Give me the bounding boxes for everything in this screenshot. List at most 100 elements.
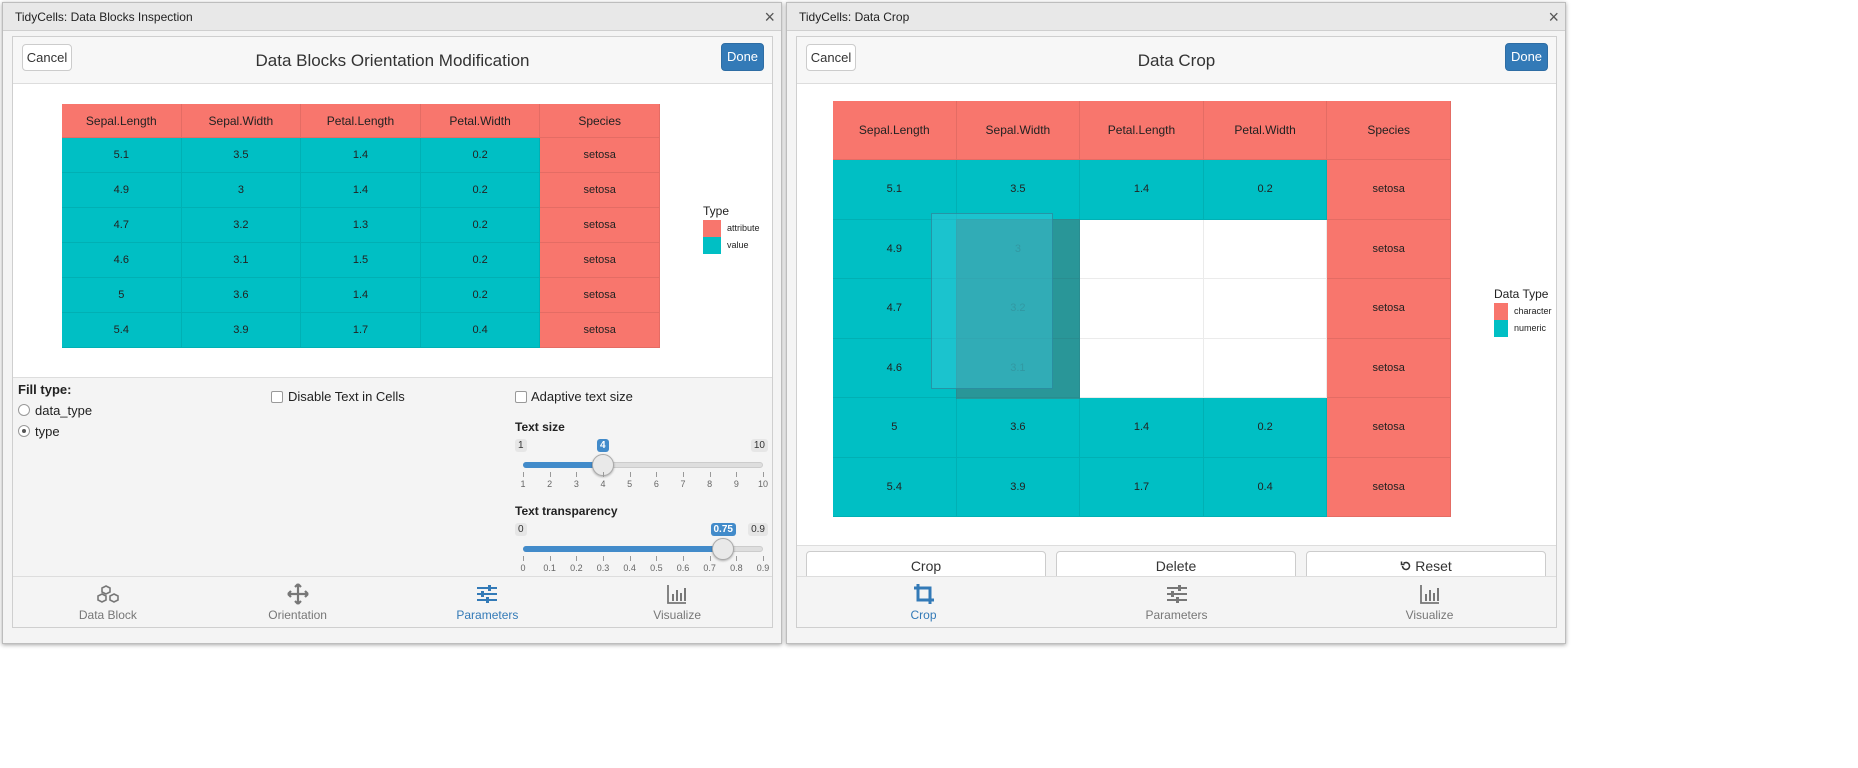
numeric-swatch	[1494, 320, 1508, 338]
fill-type-radio-type[interactable]	[18, 425, 30, 437]
data-cell: 4.7	[62, 208, 182, 243]
right-legend-item-character: character	[1494, 303, 1552, 321]
data-cell: 3.9	[181, 313, 302, 348]
data-cell[interactable]: 0.4	[1203, 457, 1328, 517]
data-cell[interactable]: 4.9	[833, 219, 957, 279]
right-legend-item-numeric: numeric	[1494, 320, 1552, 338]
data-cell[interactable]: 5.1	[833, 160, 957, 220]
slider-tick-label: 0	[520, 563, 526, 573]
data-cell[interactable]: 3.5	[956, 160, 1081, 220]
left-cancel-button[interactable]: Cancel	[22, 44, 72, 71]
left-window-close-icon[interactable]: ×	[764, 7, 775, 27]
data-cell: 1.3	[301, 208, 421, 243]
slider-tick-label: 0.7	[703, 563, 716, 573]
data-cell[interactable]: 0.2	[1203, 160, 1328, 220]
data-cell[interactable]: setosa	[1327, 398, 1451, 458]
right-window: TidyCells: Data Crop × Data Crop Cancel …	[786, 2, 1566, 644]
left-done-button[interactable]: Done	[721, 43, 764, 71]
tab-orientation[interactable]: Orientation	[203, 577, 393, 628]
data-cell: 5	[62, 278, 182, 313]
slider-tick-mark	[549, 472, 551, 477]
left-controls-area: Fill type: data_type type Disable Text i…	[13, 377, 772, 587]
text-size-slider[interactable]: 1 10 4 1 2 3 4 5 6 7 8 9 10	[515, 439, 768, 495]
data-cell[interactable]: 3.6	[956, 398, 1081, 458]
slider-tick-mark	[763, 556, 764, 561]
adaptive-text-checkbox[interactable]	[515, 391, 527, 403]
crop-drag-box[interactable]	[931, 213, 1053, 389]
slider-tick-label: 1	[520, 479, 526, 489]
bar-chart-icon	[667, 585, 687, 604]
left-legend: Type attribute value	[703, 204, 760, 255]
data-cell[interactable]: 4.7	[833, 279, 957, 339]
disable-text-checkbox[interactable]	[271, 391, 283, 403]
right-data-grid[interactable]: Sepal.Length Sepal.Width Petal.Length Petal…	[833, 101, 1451, 519]
data-cell[interactable]: setosa	[1327, 219, 1451, 279]
header-cell: Species	[1327, 101, 1451, 160]
tab-visualize[interactable]: Visualize	[1303, 577, 1556, 628]
data-cell[interactable]	[1203, 279, 1328, 339]
slider-min-label: 0	[515, 523, 527, 536]
data-cell[interactable]: 1.7	[1080, 457, 1204, 517]
tab-visualize[interactable]: Visualize	[582, 577, 772, 628]
sliders-icon	[1166, 585, 1187, 603]
tab-label: Visualize	[1405, 608, 1454, 622]
data-cell: setosa	[540, 173, 660, 208]
tab-label: Crop	[910, 608, 937, 622]
right-cancel-button[interactable]: Cancel	[806, 44, 856, 71]
slider-fill	[523, 546, 723, 552]
data-cell[interactable]: 3	[956, 219, 1081, 279]
tab-crop[interactable]: Crop	[797, 577, 1050, 628]
data-cell[interactable]: setosa	[1327, 457, 1451, 517]
slider-handle[interactable]	[712, 538, 734, 560]
arrows-move-icon	[286, 583, 309, 605]
sliders-icon	[477, 585, 498, 603]
slider-tick-label: 0.2	[570, 563, 583, 573]
tab-label: Parameters	[456, 608, 519, 622]
character-swatch	[1494, 303, 1508, 321]
tab-parameters[interactable]: Parameters	[393, 577, 583, 628]
tab-data-block[interactable]: Data Block	[13, 577, 203, 628]
header-cell: Petal.Width	[1203, 101, 1328, 160]
data-cell[interactable]: setosa	[1327, 338, 1451, 398]
tab-parameters[interactable]: Parameters	[1050, 577, 1303, 628]
right-window-titlebar[interactable]: TidyCells: Data Crop ×	[787, 3, 1565, 31]
data-cell[interactable]	[1203, 219, 1328, 279]
left-window: TidyCells: Data Blocks Inspection × Data…	[2, 2, 782, 644]
right-done-button[interactable]: Done	[1505, 43, 1548, 71]
data-cell[interactable]	[1080, 338, 1204, 398]
fill-type-radio-data-type[interactable]	[18, 404, 30, 416]
data-cell: 0.2	[420, 138, 541, 173]
slider-tick-mark	[763, 472, 764, 477]
data-cell[interactable]: 1.4	[1080, 398, 1204, 458]
data-cell[interactable]	[1080, 219, 1204, 279]
left-window-titlebar[interactable]: TidyCells: Data Blocks Inspection ×	[3, 3, 781, 31]
data-cell[interactable]: 1.4	[1080, 160, 1204, 220]
slider-tick-mark	[683, 472, 684, 477]
header-cell: Petal.Length	[1080, 101, 1204, 160]
data-cell[interactable]	[1080, 279, 1204, 339]
data-cell[interactable]	[1203, 338, 1328, 398]
data-cell[interactable]: setosa	[1327, 279, 1451, 339]
reset-icon	[1400, 561, 1411, 571]
crop-selection-region[interactable]	[956, 219, 1080, 399]
data-cell[interactable]: 0.2	[1203, 398, 1328, 458]
right-tab-bar: Crop Parameters Visualize	[797, 576, 1556, 627]
fill-type-option-data-type[interactable]: data_type	[35, 403, 93, 418]
data-cell[interactable]: 3.2	[956, 279, 1081, 339]
header-cell: Sepal.Length	[62, 104, 182, 138]
slider-tick-mark	[736, 472, 738, 477]
left-tab-bar: Data Block Orientation Parameters Visualize	[13, 576, 772, 627]
right-window-close-icon[interactable]: ×	[1548, 7, 1559, 27]
slider-tick-mark	[629, 472, 631, 477]
text-transparency-slider[interactable]: 0 0.9 0.75 0 0.1 0.2 0.3 0.4 0.5 0.6 0.7 0.8 0.9	[515, 523, 769, 579]
slider-max-label: 10	[750, 439, 768, 452]
data-cell[interactable]: setosa	[1327, 160, 1451, 220]
data-cell[interactable]: 5	[833, 398, 957, 458]
data-cell[interactable]: 3.9	[956, 457, 1081, 517]
data-cell[interactable]: 5.4	[833, 457, 957, 517]
left-legend-title: Type	[703, 204, 730, 218]
slider-tick-mark	[549, 556, 551, 561]
tab-label: Visualize	[653, 608, 702, 622]
data-cell: 3.2	[181, 208, 302, 243]
fill-type-option-type[interactable]: type	[35, 424, 60, 439]
